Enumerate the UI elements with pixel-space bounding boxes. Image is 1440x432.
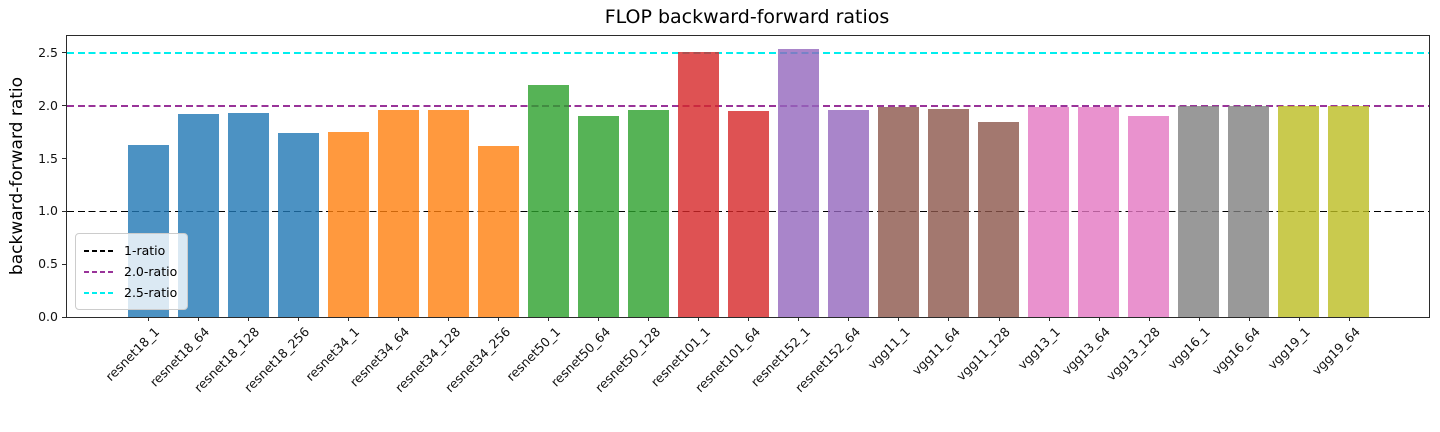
y-tick [62,158,66,160]
y-tick-label-0.5: 0.5 [38,256,58,272]
x-tick-label-vgg11_128: vgg11_128 [953,324,1014,384]
plot-area: 0.0 0.5 1.0 1.5 2.0 2.5 resnet18_1 resnet18_64… [38,35,1430,395]
y-tick [62,105,66,107]
bar-vgg19_1 [1278,105,1320,317]
bar-resnet152_64 [827,109,869,317]
bar-vgg11_128 [978,121,1019,317]
legend-line-sample [84,249,114,252]
y-tick [62,210,66,212]
x-tick [498,317,500,321]
x-tick [1148,317,1150,321]
x-tick [148,317,149,321]
bar-resnet152_1 [777,48,819,317]
x-tick-label-vgg13_128: vgg13_128 [1103,324,1164,384]
y-tick-label-1.0: 1.0 [38,203,58,219]
x-tick [798,317,800,321]
bar-vgg13_128 [1128,116,1170,317]
x-tick [698,317,700,321]
x-tick [198,317,200,321]
bar-vgg13_1 [1028,106,1070,317]
y-tick-label-2.0: 2.0 [38,97,58,113]
x-tick-label-vgg19_64: vgg19_64 [1309,324,1364,378]
legend-label-2.0-ratio: 2.0-ratio [124,264,178,279]
x-tick [998,317,1000,321]
bar-vgg16_64 [1228,105,1270,317]
y-tick [62,316,66,318]
legend-line-sample [84,291,114,294]
bar-resnet34_256 [477,145,519,317]
legend-label-1-ratio: 1-ratio [124,243,166,258]
legend-row-1-ratio: 1-ratio [84,240,177,261]
x-tick [648,317,650,321]
legend-label-2.5-ratio: 2.5-ratio [124,285,178,300]
y-tick-label-1.5: 1.5 [38,150,58,166]
bar-resnet50_64 [577,116,619,317]
y-tick [62,263,66,265]
x-tick-label-vgg16_1: vgg16_1 [1164,324,1214,373]
bar-resnet34_64 [377,109,419,317]
x-tick [1098,317,1100,321]
x-tick [1348,317,1350,321]
x-tick-label-vgg16_64: vgg16_64 [1209,324,1264,378]
ref-line-2.0-ratio [67,104,1429,107]
x-tick-label-vgg13_1: vgg13_1 [1014,324,1064,373]
legend-row-2.0-ratio: 2.0-ratio [84,261,177,282]
bar-resnet50_1 [527,84,569,317]
x-tick [548,317,550,321]
x-tick [898,317,900,321]
x-tick [1048,317,1050,321]
x-tick [248,317,250,321]
bar-vgg13_64 [1078,106,1120,317]
bar-vgg11_1 [877,106,919,317]
x-tick-label-vgg11_1: vgg11_1 [864,324,914,373]
x-tick [398,317,400,321]
bar-resnet101_64 [727,111,769,317]
x-tick [448,317,450,321]
x-tick [1198,317,1200,321]
bar-resnet18_256 [277,133,319,317]
x-tick [1248,317,1250,321]
x-tick [748,317,750,321]
bar-resnet34_128 [427,109,469,317]
y-tick [62,52,66,54]
legend-row-2.5-ratio: 2.5-ratio [84,282,177,303]
bar-vgg19_64 [1328,105,1370,317]
bar-resnet101_1 [677,51,719,317]
x-tick-label-vgg19_1: vgg19_1 [1264,324,1314,373]
ref-line-2.5-ratio [67,51,1429,55]
x-tick [948,317,950,321]
bar-resnet50_128 [627,109,669,317]
y-tick-label-0.0: 0.0 [38,309,58,324]
bar-vgg16_1 [1178,105,1220,317]
bar-resnet34_1 [327,132,369,317]
y-tick-label-2.5: 2.5 [38,44,58,60]
legend-line-sample [84,270,114,273]
x-tick [298,317,300,321]
x-tick [598,317,600,321]
bar-vgg11_64 [927,108,969,317]
x-tick [1298,317,1300,321]
bar-resnet18_128 [227,113,269,317]
x-tick [348,317,350,321]
chart-title: FLOP backward-forward ratios [604,6,890,28]
x-tick [848,317,850,321]
legend: 1-ratio 2.0-ratio 2.5-ratio [75,233,189,310]
